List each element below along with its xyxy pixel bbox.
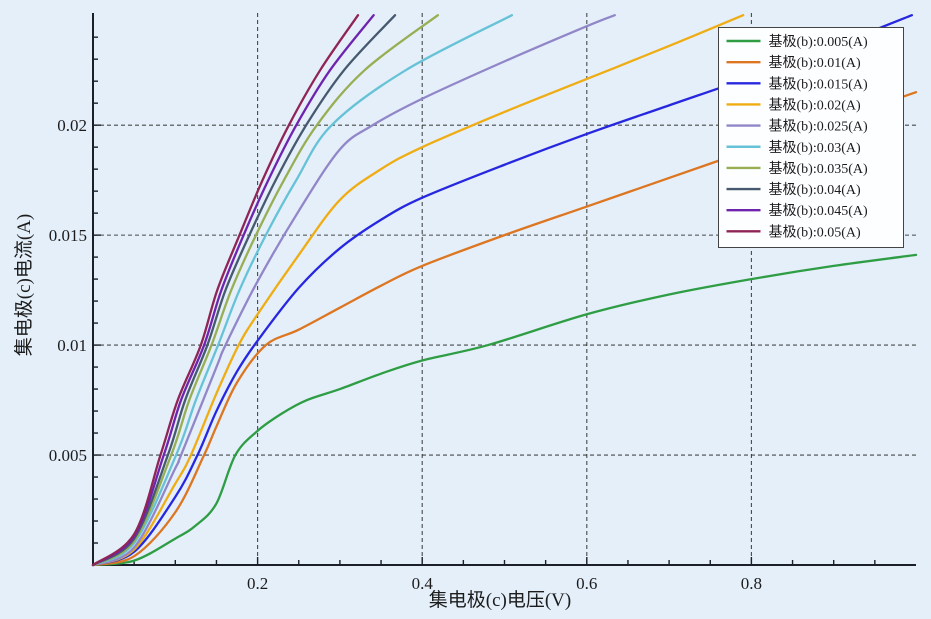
legend-row: 基极(b):0.035(A)	[726, 160, 868, 177]
y-axis-label: 集电极(c)电流(A)	[13, 214, 35, 356]
legend-label: 基极(b):0.005(A)	[769, 33, 868, 50]
legend-row: 基极(b):0.05(A)	[726, 223, 861, 240]
legend-row: 基极(b):0.01(A)	[726, 54, 861, 71]
curve-ib-0.04	[91, 14, 397, 567]
legend-label: 基极(b):0.05(A)	[769, 223, 861, 240]
legend-label: 基极(b):0.02(A)	[769, 96, 861, 113]
legend-label: 基极(b):0.015(A)	[769, 75, 868, 92]
curve-ib-0.025	[91, 14, 616, 567]
x-tick-label: 0.6	[576, 574, 597, 593]
legend-label: 基极(b):0.04(A)	[769, 181, 861, 198]
curve-ib-0.045	[91, 14, 375, 567]
legend-label: 基极(b):0.03(A)	[769, 139, 861, 156]
legend-row: 基极(b):0.025(A)	[726, 118, 868, 135]
curve-ib-0.03	[91, 14, 514, 567]
curve-ib-0.035	[91, 14, 439, 567]
legend-label: 基极(b):0.025(A)	[769, 118, 868, 135]
legend-row: 基极(b):0.04(A)	[726, 181, 861, 198]
y-tick-label: 0.015	[49, 226, 87, 245]
axis-ticks	[93, 36, 876, 565]
legend-label: 基极(b):0.045(A)	[769, 202, 868, 219]
legend-row: 基极(b):0.005(A)	[726, 33, 868, 50]
y-tick-label: 0.01	[57, 336, 87, 355]
curve-ib-0.005	[91, 253, 918, 567]
legend-row: 基极(b):0.045(A)	[726, 202, 868, 219]
legend-row: 基极(b):0.02(A)	[726, 96, 861, 113]
x-axis-label: 集电极(c)电压(V)	[429, 589, 571, 611]
y-tick-label: 0.005	[49, 446, 87, 465]
data-curves	[91, 14, 918, 567]
curve-ib-0.02	[91, 14, 745, 567]
legend-label: 基极(b):0.01(A)	[769, 54, 861, 71]
legend-row: 基极(b):0.015(A)	[726, 75, 868, 92]
x-tick-label: 0.4	[412, 574, 434, 593]
legend-row: 基极(b):0.03(A)	[726, 139, 861, 156]
y-tick-label: 0.02	[57, 116, 87, 135]
tick-labels: 0.2 0.4 0.6 0.8 0.005 0.01 0.015 0.02	[49, 116, 762, 593]
curve-ib-0.05	[91, 14, 360, 567]
x-tick-label: 0.8	[741, 574, 762, 593]
x-tick-label: 0.2	[247, 574, 268, 593]
legend-box: 基极(b):0.005(A) 基极(b):0.01(A) 基极(b):0.015(A…	[718, 27, 904, 248]
legend-label: 基极(b):0.035(A)	[769, 160, 868, 177]
